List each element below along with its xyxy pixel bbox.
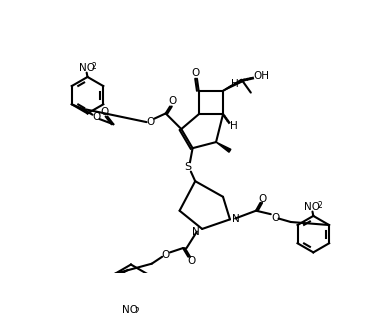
Polygon shape	[223, 79, 243, 91]
Text: O: O	[168, 96, 177, 106]
Polygon shape	[216, 142, 231, 152]
Text: O: O	[146, 117, 154, 127]
Text: H: H	[231, 79, 239, 89]
Text: O: O	[162, 250, 170, 260]
Text: 2: 2	[317, 201, 322, 210]
Text: N: N	[232, 214, 240, 224]
Text: O: O	[92, 112, 100, 122]
Text: O: O	[188, 256, 196, 266]
Text: NO: NO	[304, 202, 320, 212]
Text: 2: 2	[91, 62, 96, 71]
Text: S: S	[185, 162, 192, 172]
Text: O: O	[271, 213, 279, 223]
Text: O: O	[191, 69, 200, 79]
Text: H: H	[230, 121, 237, 131]
Text: NO: NO	[122, 305, 138, 313]
Text: N: N	[192, 227, 200, 237]
Text: O: O	[101, 107, 109, 117]
Text: 2: 2	[135, 307, 139, 313]
Text: NO: NO	[79, 63, 95, 73]
Text: O: O	[259, 193, 267, 203]
Text: OH: OH	[253, 71, 269, 81]
